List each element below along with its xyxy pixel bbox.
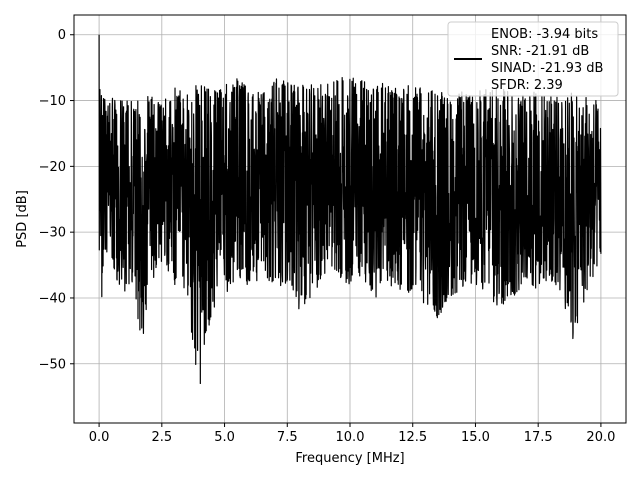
y-tick-label: −30 bbox=[39, 226, 66, 241]
x-tick-label: 0.0 bbox=[89, 430, 110, 445]
legend-line-1: ENOB: -3.94 bits bbox=[491, 27, 598, 42]
x-tick-label: 5.0 bbox=[214, 430, 235, 445]
x-tick-label: 17.5 bbox=[524, 430, 553, 445]
y-tick-label: −50 bbox=[39, 357, 66, 372]
y-tick-label: −10 bbox=[39, 94, 66, 109]
x-axis-label: Frequency [MHz] bbox=[295, 451, 404, 466]
legend: ENOB: -3.94 bits SNR: -21.91 dB SINAD: -21… bbox=[447, 21, 619, 97]
axis-ticks: 0.0 2.5 5.0 7.5 10.0 12.5 15.0 17.5 20.0 0 −10 −20 −… bbox=[39, 28, 616, 445]
y-axis-label: PSD [dB] bbox=[15, 190, 30, 248]
psd-trace bbox=[98, 34, 602, 385]
legend-line-4: SFDR: 2.39 bbox=[491, 78, 563, 93]
legend-line-2: SNR: -21.91 dB bbox=[491, 44, 589, 59]
series-psd-line bbox=[98, 34, 602, 385]
x-tick-label: 2.5 bbox=[151, 430, 172, 445]
x-tick-label: 10.0 bbox=[336, 430, 365, 445]
legend-line-3: SINAD: -21.93 dB bbox=[491, 61, 603, 76]
legend-box bbox=[447, 21, 619, 97]
y-tick-label: 0 bbox=[58, 28, 66, 43]
x-tick-label: 7.5 bbox=[277, 430, 298, 445]
x-tick-label: 20.0 bbox=[586, 430, 615, 445]
x-tick-label: 12.5 bbox=[398, 430, 427, 445]
x-tick-label: 15.0 bbox=[461, 430, 490, 445]
y-tick-label: −40 bbox=[39, 291, 66, 306]
y-tick-label: −20 bbox=[39, 160, 66, 175]
legend-series-label: ENOB: -3.94 bits SNR: -21.91 dB SINAD: -21… bbox=[491, 27, 603, 93]
